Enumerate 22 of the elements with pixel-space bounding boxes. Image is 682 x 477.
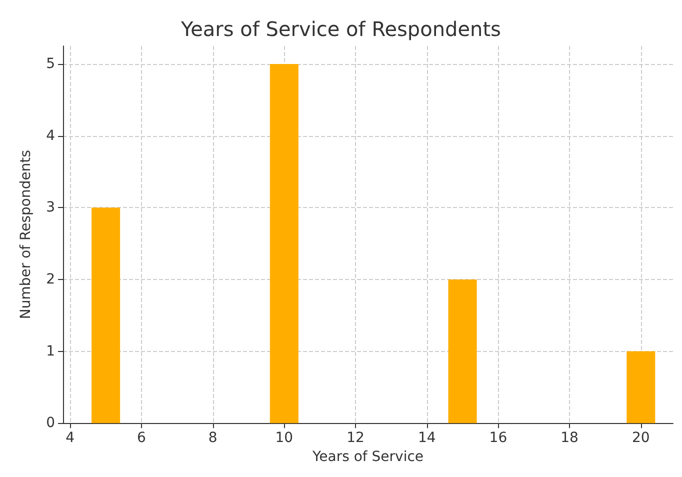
x-tick-label: 12 bbox=[346, 430, 364, 446]
bar bbox=[270, 64, 298, 424]
y-tick-label: 2 bbox=[46, 271, 55, 288]
x-tick-label: 18 bbox=[560, 430, 578, 446]
y-tick-label: 5 bbox=[46, 56, 55, 72]
bar bbox=[626, 351, 656, 424]
bar bbox=[448, 279, 477, 424]
x-tick-label: 16 bbox=[489, 430, 508, 446]
y-tick-label: 4 bbox=[46, 128, 56, 144]
x-axis-title: Years of Service bbox=[311, 449, 424, 465]
x-tick-label: 14 bbox=[418, 430, 436, 446]
chart-title: Years of Service of Respondents bbox=[180, 17, 501, 41]
y-tick-label: 3 bbox=[46, 200, 55, 216]
x-tick-label: 20 bbox=[632, 430, 650, 446]
y-tick-label: 0 bbox=[46, 415, 55, 432]
x-tick-label: 4 bbox=[66, 430, 75, 446]
bar bbox=[92, 208, 120, 424]
x-tick-label: 6 bbox=[137, 430, 146, 446]
x-tick-label: 10 bbox=[275, 430, 294, 446]
x-tick-label: 8 bbox=[208, 430, 218, 446]
y-tick-label: 1 bbox=[46, 343, 55, 360]
y-axis-title: Number of Respondents bbox=[18, 150, 34, 320]
